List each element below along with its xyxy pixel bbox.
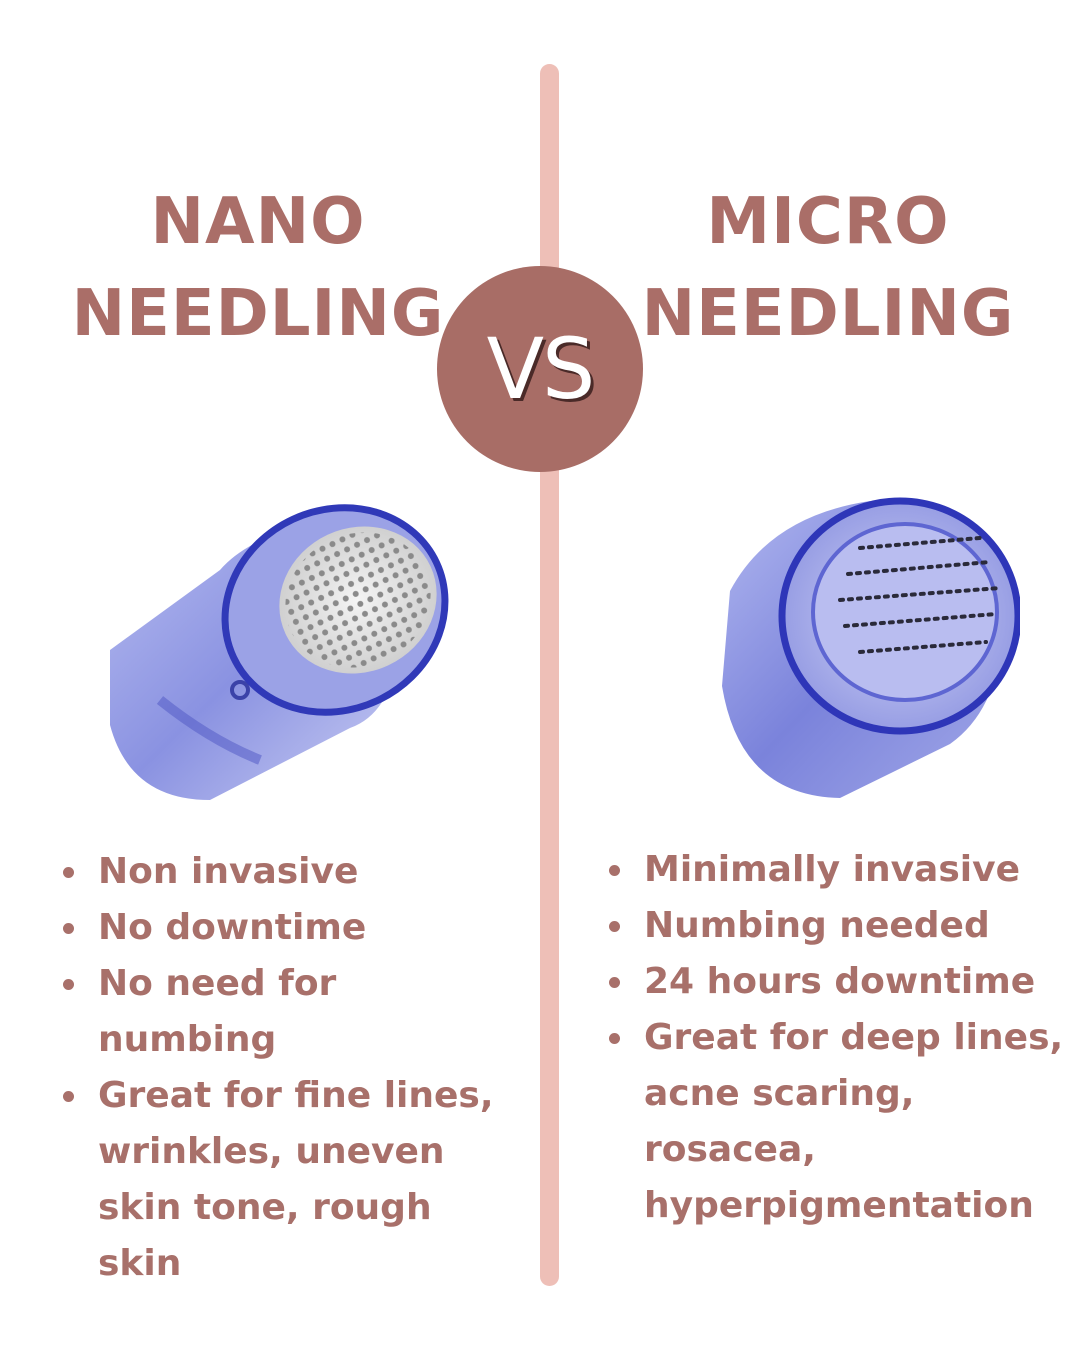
nano-title-line1: NANO	[150, 185, 366, 259]
nano-cartridge-image	[100, 500, 450, 800]
micro-cartridge-image	[700, 496, 1022, 802]
list-item: No downtime	[60, 900, 500, 956]
nano-title-line2: NEEDLING	[71, 277, 445, 351]
micro-title-line2: NEEDLING	[641, 277, 1015, 351]
list-item: 24 hours downtime	[606, 954, 1076, 1010]
nano-needling-title: NANO NEEDLING	[0, 176, 518, 360]
list-item: Great for fine lines, wrinkles, uneven s…	[60, 1068, 500, 1292]
list-item: Non invasive	[60, 844, 500, 900]
vs-badge: VS	[437, 266, 643, 472]
nano-features-list: Non invasive No downtime No need for num…	[60, 844, 500, 1292]
micro-features-list: Minimally invasive Numbing needed 24 hou…	[606, 842, 1076, 1234]
micro-title-line1: MICRO	[706, 185, 950, 259]
list-item: Minimally invasive	[606, 842, 1076, 898]
vs-label: VS	[486, 320, 596, 418]
center-divider	[540, 64, 559, 1286]
micro-needling-title: MICRO NEEDLING	[568, 176, 1080, 360]
list-item: No need for numbing	[60, 956, 500, 1068]
list-item: Great for deep lines, acne scaring, rosa…	[606, 1010, 1076, 1234]
list-item: Numbing needed	[606, 898, 1076, 954]
